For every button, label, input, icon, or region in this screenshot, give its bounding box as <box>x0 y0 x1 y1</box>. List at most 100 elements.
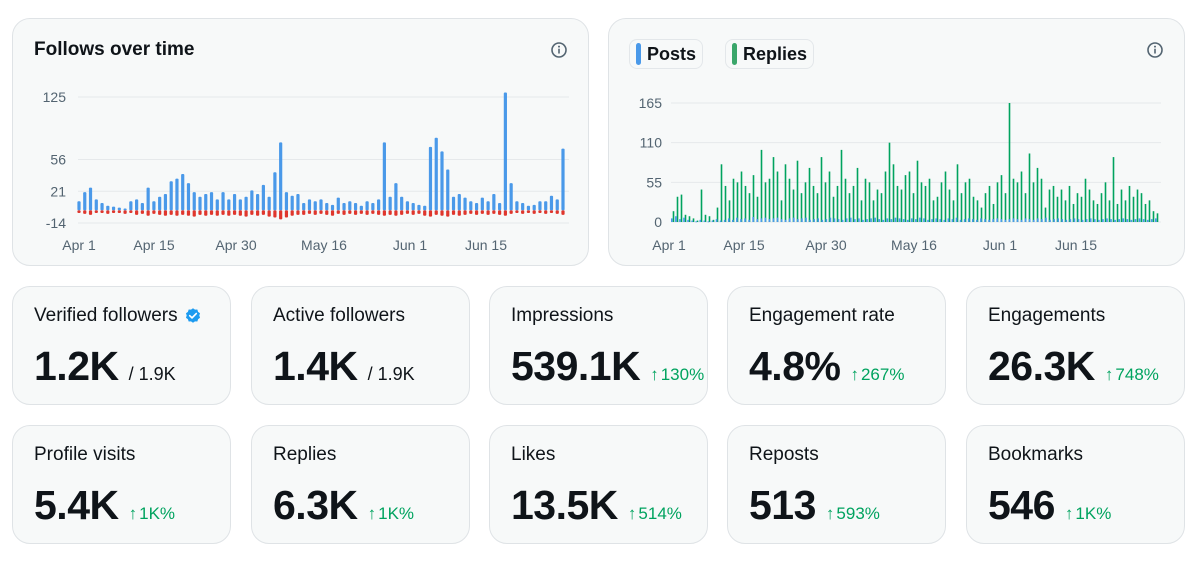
stat-label-wrap: Bookmarks <box>988 444 1083 466</box>
posts-bar <box>833 218 836 222</box>
replies-bar <box>1080 196 1083 222</box>
follow-bar <box>111 206 116 211</box>
replies-bar <box>796 160 799 222</box>
unfollow-bar <box>561 210 565 215</box>
follow-bar <box>94 199 98 211</box>
unfollow-bar <box>267 210 271 217</box>
info-icon[interactable] <box>550 41 568 59</box>
replies-bar <box>792 189 795 222</box>
x-tick-label: Apr 1 <box>62 237 96 253</box>
replies-bar <box>680 194 683 222</box>
stat-value: 5.4K <box>34 482 119 528</box>
activity-chart: 165 110 55 0 Apr 1 Apr 15 Apr 30 May 16 Jun 1 Jun… <box>639 95 1161 253</box>
replies-bar <box>744 185 747 222</box>
unfollow-bar <box>94 210 98 214</box>
stat-card-verified-followers[interactable]: Verified followers 1.2K / 1.9K <box>12 286 231 405</box>
follow-bar <box>417 204 421 211</box>
replies-bar <box>692 218 695 222</box>
replies-bar <box>748 193 751 222</box>
stat-change: ↑ 514% <box>628 504 682 524</box>
x-tick-label: May 16 <box>301 237 347 253</box>
follow-bar <box>279 142 283 211</box>
stat-label: Active followers <box>273 305 405 326</box>
stat-label-wrap: Likes <box>511 444 555 466</box>
replies-bar <box>704 214 707 222</box>
posts-bar <box>967 218 970 222</box>
up-arrow-icon: ↑ <box>650 365 659 384</box>
unfollow-bar <box>515 210 519 214</box>
posts-bar <box>1081 219 1084 222</box>
unfollow-bar <box>169 210 173 215</box>
replies-bar <box>684 214 687 222</box>
x-tick-label: Jun 15 <box>1055 237 1097 253</box>
replies-bar <box>1024 193 1027 222</box>
legend-posts[interactable]: Posts <box>629 39 704 69</box>
x-tick-label: Apr 30 <box>805 237 846 253</box>
legend-replies[interactable]: Replies <box>725 39 815 69</box>
replies-bar <box>1116 203 1119 222</box>
posts-bar <box>768 219 771 222</box>
replies-bar <box>1076 193 1079 222</box>
posts-bar <box>849 217 852 222</box>
unfollow-bar <box>549 210 554 214</box>
posts-bar <box>980 218 982 222</box>
replies-bar <box>696 220 699 222</box>
stat-total: / 1.9K <box>367 364 415 384</box>
follow-bar <box>353 203 358 211</box>
posts-bar <box>740 219 742 222</box>
stat-change-value: 1K% <box>1075 504 1112 523</box>
posts-bar <box>723 219 726 222</box>
stat-change: ↑ 748% <box>1105 365 1159 385</box>
unfollow-bar <box>377 210 381 215</box>
stat-card-profile-visits[interactable]: Profile visits 5.4K ↑ 1K% <box>12 425 231 544</box>
posts-bar <box>906 219 909 222</box>
follow-bar <box>440 151 444 211</box>
unfollow-bar <box>158 210 162 215</box>
stat-value: 4.8% <box>749 343 841 389</box>
posts-bar <box>1155 218 1157 222</box>
unfollow-bar <box>446 210 450 217</box>
stat-card-likes[interactable]: Likes 13.5K ↑ 514% <box>489 425 708 544</box>
stat-row: 513 ↑ 593% <box>749 482 880 529</box>
unfollow-bar <box>451 210 456 215</box>
activity-chart-card: Posts Replies 165 110 55 0 Apr 1 Apr 15 Apr 30… <box>608 18 1185 266</box>
stat-card-impressions[interactable]: Impressions 539.1K ↑ 130% <box>489 286 708 405</box>
stat-card-active-followers[interactable]: Active followers 1.4K / 1.9K <box>251 286 470 405</box>
x-tick-label: Apr 15 <box>133 237 174 253</box>
replies-bar <box>1036 167 1039 222</box>
follow-bar <box>302 203 306 211</box>
unfollow-bar <box>457 210 461 216</box>
follow-bar <box>232 193 237 211</box>
replies-bar <box>960 193 963 222</box>
stat-card-bookmarks[interactable]: Bookmarks 546 ↑ 1K% <box>966 425 1185 544</box>
stat-card-engagement-rate[interactable]: Engagement rate 4.8% ↑ 267% <box>727 286 946 405</box>
stat-label: Reposts <box>749 444 819 465</box>
replies-bar <box>996 182 999 222</box>
posts-bar <box>890 219 893 222</box>
follow-bar <box>526 205 531 211</box>
info-icon[interactable] <box>1146 41 1164 59</box>
stat-change: ↑ 1K% <box>1065 504 1111 524</box>
posts-bar <box>825 219 828 222</box>
replies-bar <box>1088 189 1091 222</box>
stat-card-reposts[interactable]: Reposts 513 ↑ 593% <box>727 425 946 544</box>
activity-legend: Posts Replies <box>629 39 815 69</box>
replies-bar <box>976 200 979 222</box>
stat-card-replies[interactable]: Replies 6.3K ↑ 1K% <box>251 425 470 544</box>
stat-card-engagements[interactable]: Engagements 26.3K ↑ 748% <box>966 286 1185 405</box>
posts-bar <box>1008 219 1011 222</box>
replies-bar <box>712 219 715 222</box>
posts-bar <box>886 218 889 222</box>
x-tick-label: Jun 1 <box>393 237 427 253</box>
follow-bar <box>509 183 513 211</box>
follow-bar <box>434 137 438 211</box>
unfollow-bar <box>509 210 513 214</box>
posts-bar <box>878 219 881 222</box>
posts-bar <box>772 218 775 222</box>
follow-bar <box>123 208 127 211</box>
posts-bar <box>813 219 815 222</box>
replies-bar <box>804 182 807 222</box>
stat-label-wrap: Replies <box>273 444 336 466</box>
stat-row: 546 ↑ 1K% <box>988 482 1111 529</box>
posts-bar <box>976 219 978 222</box>
